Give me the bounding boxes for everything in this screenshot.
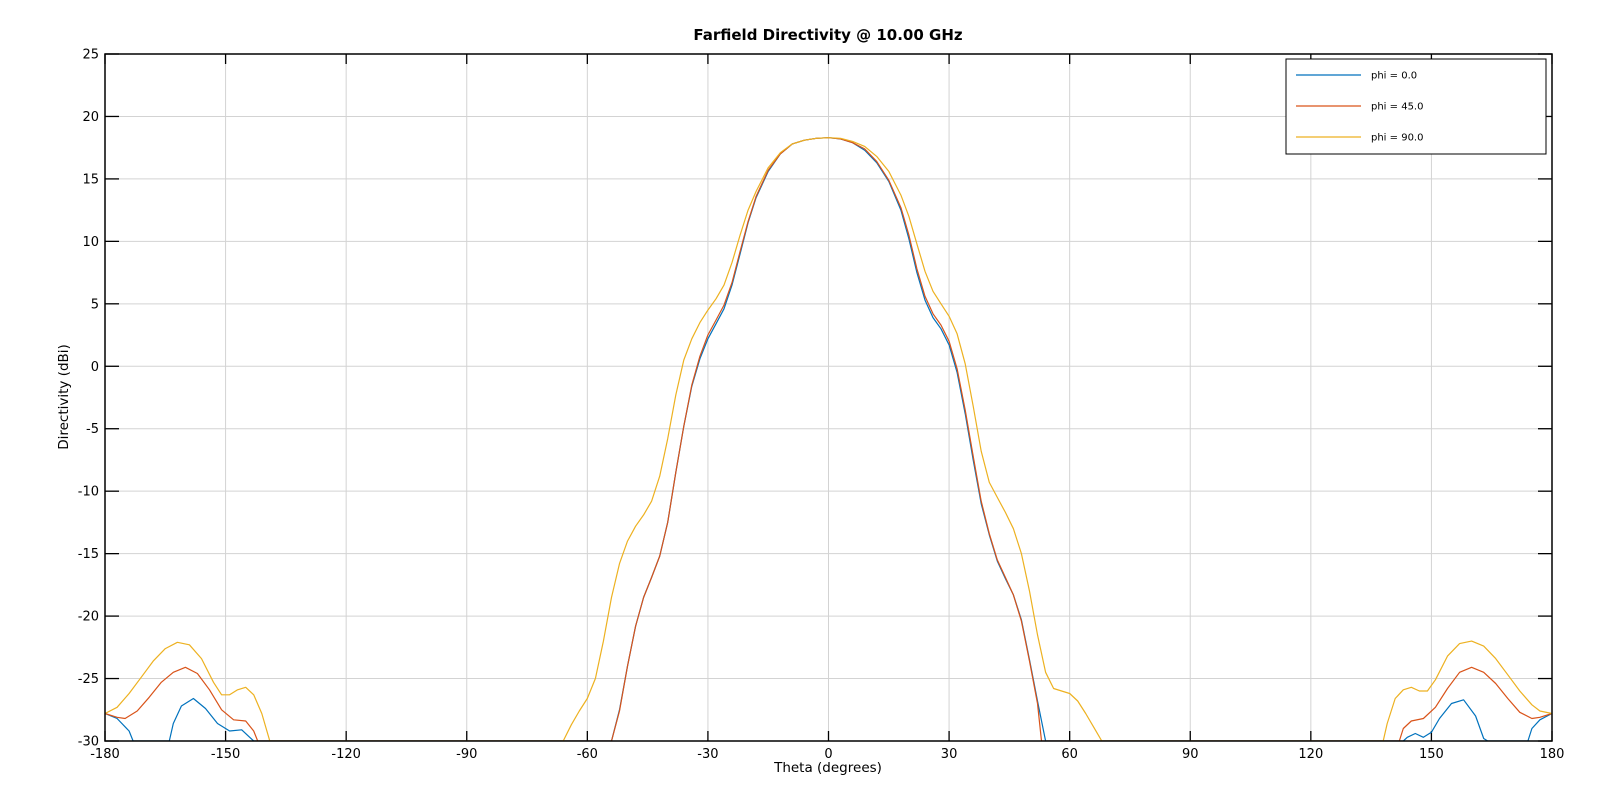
y-tick-label: 20 xyxy=(82,110,99,125)
y-tick-label: -30 xyxy=(78,735,99,750)
x-tick-label: 120 xyxy=(1298,747,1323,762)
plot-frame xyxy=(104,53,1553,742)
y-tick-label: 5 xyxy=(91,297,99,312)
x-tick-label: -120 xyxy=(331,747,361,762)
y-tick-label: -5 xyxy=(86,422,99,437)
x-tick-label: -180 xyxy=(90,747,120,762)
y-tick-label: -20 xyxy=(78,610,99,625)
legend: phi = 0.0 phi = 45.0 phi = 90.0 xyxy=(1285,58,1547,155)
x-tick-label: -30 xyxy=(697,747,718,762)
legend-label-0: phi = 0.0 xyxy=(1371,71,1417,82)
y-tick-label: 25 xyxy=(82,48,99,63)
grid xyxy=(105,54,1552,741)
y-tick-label: 0 xyxy=(91,360,99,375)
x-tick-label: -90 xyxy=(456,747,477,762)
x-axis-label: Theta (degrees) xyxy=(773,760,882,776)
x-tick-label: 150 xyxy=(1419,747,1444,762)
x-tick-label: 0 xyxy=(824,747,832,762)
x-tick-label: 90 xyxy=(1182,747,1199,762)
x-tick-label: 60 xyxy=(1061,747,1078,762)
x-tick-label: 180 xyxy=(1540,747,1565,762)
x-tick-label: 30 xyxy=(941,747,958,762)
y-tick-label: 10 xyxy=(82,235,99,250)
y-tick-label: -25 xyxy=(78,672,99,687)
y-tick-label: -15 xyxy=(78,547,99,562)
x-tick-label: -150 xyxy=(211,747,241,762)
x-axis: -180 -150 -120 -90 -60 -30 0 30 60 90 120 150 180 xyxy=(90,54,1564,762)
legend-label-2: phi = 90.0 xyxy=(1371,133,1423,144)
y-tick-label: -10 xyxy=(78,485,99,500)
series-line-2 xyxy=(105,137,1552,741)
x-tick-label: -60 xyxy=(577,747,598,762)
y-axis-label: Directivity (dBi) xyxy=(56,344,72,450)
legend-label-1: phi = 45.0 xyxy=(1371,102,1423,113)
y-tick-label: 15 xyxy=(82,172,99,187)
chart-title: Farfield Directivity @ 10.00 GHz xyxy=(693,26,962,44)
